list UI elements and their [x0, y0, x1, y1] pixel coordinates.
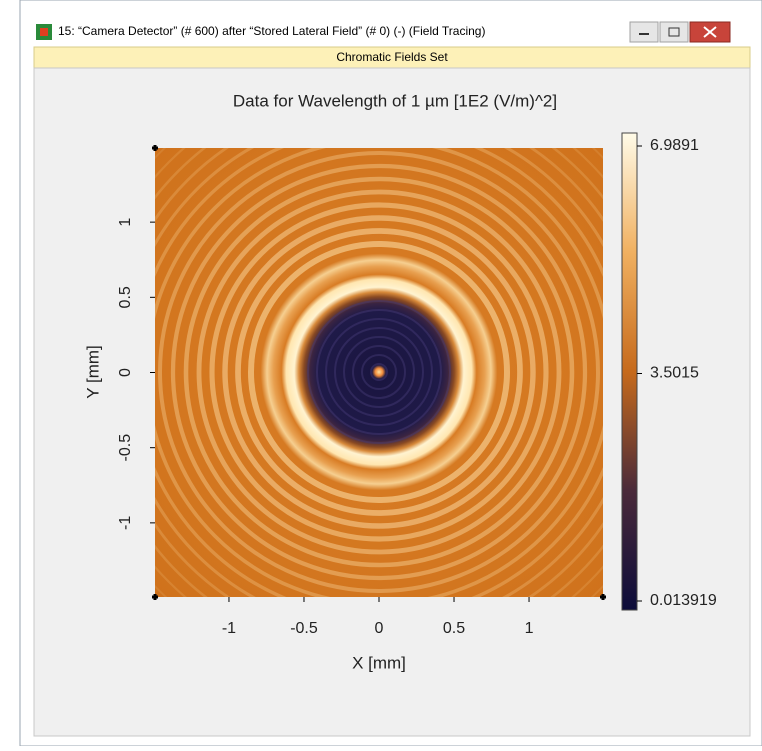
x-tick-label: -0.5 — [290, 620, 318, 637]
y-axis-label: Y [mm] — [83, 345, 102, 399]
maximize-button[interactable] — [660, 22, 688, 42]
x-tick-label: 1 — [525, 620, 534, 637]
x-tick-label: 0 — [375, 620, 384, 637]
y-tick-label: -1 — [117, 516, 134, 530]
colorbar-tick-label: 6.9891 — [650, 137, 699, 154]
colorbar-tick-label: 3.5015 — [650, 365, 699, 382]
y-tick-label: -0.5 — [117, 434, 134, 462]
colorbar-tick-label: 0.013919 — [650, 592, 717, 609]
y-tick-label: 0.5 — [117, 286, 134, 308]
x-tick-label: 0.5 — [443, 620, 465, 637]
colorbar — [622, 133, 637, 610]
y-tick-label: 0 — [117, 368, 134, 377]
window-icon-inner — [40, 28, 48, 36]
x-axis-label: X [mm] — [352, 653, 406, 672]
window: 15: “Camera Detector” (# 600) after “Sto… — [0, 0, 762, 746]
tab-label[interactable]: Chromatic Fields Set — [336, 50, 448, 64]
page: {"window": {"title": "15: “Camera Detect… — [0, 0, 762, 746]
y-tick-label: 1 — [117, 218, 134, 227]
window-title: 15: “Camera Detector” (# 600) after “Sto… — [58, 24, 485, 38]
chart-title: Data for Wavelength of 1 µm [1E2 (V/m)^2… — [233, 91, 557, 110]
x-tick-label: -1 — [222, 620, 236, 637]
minimize-button[interactable] — [630, 22, 658, 42]
